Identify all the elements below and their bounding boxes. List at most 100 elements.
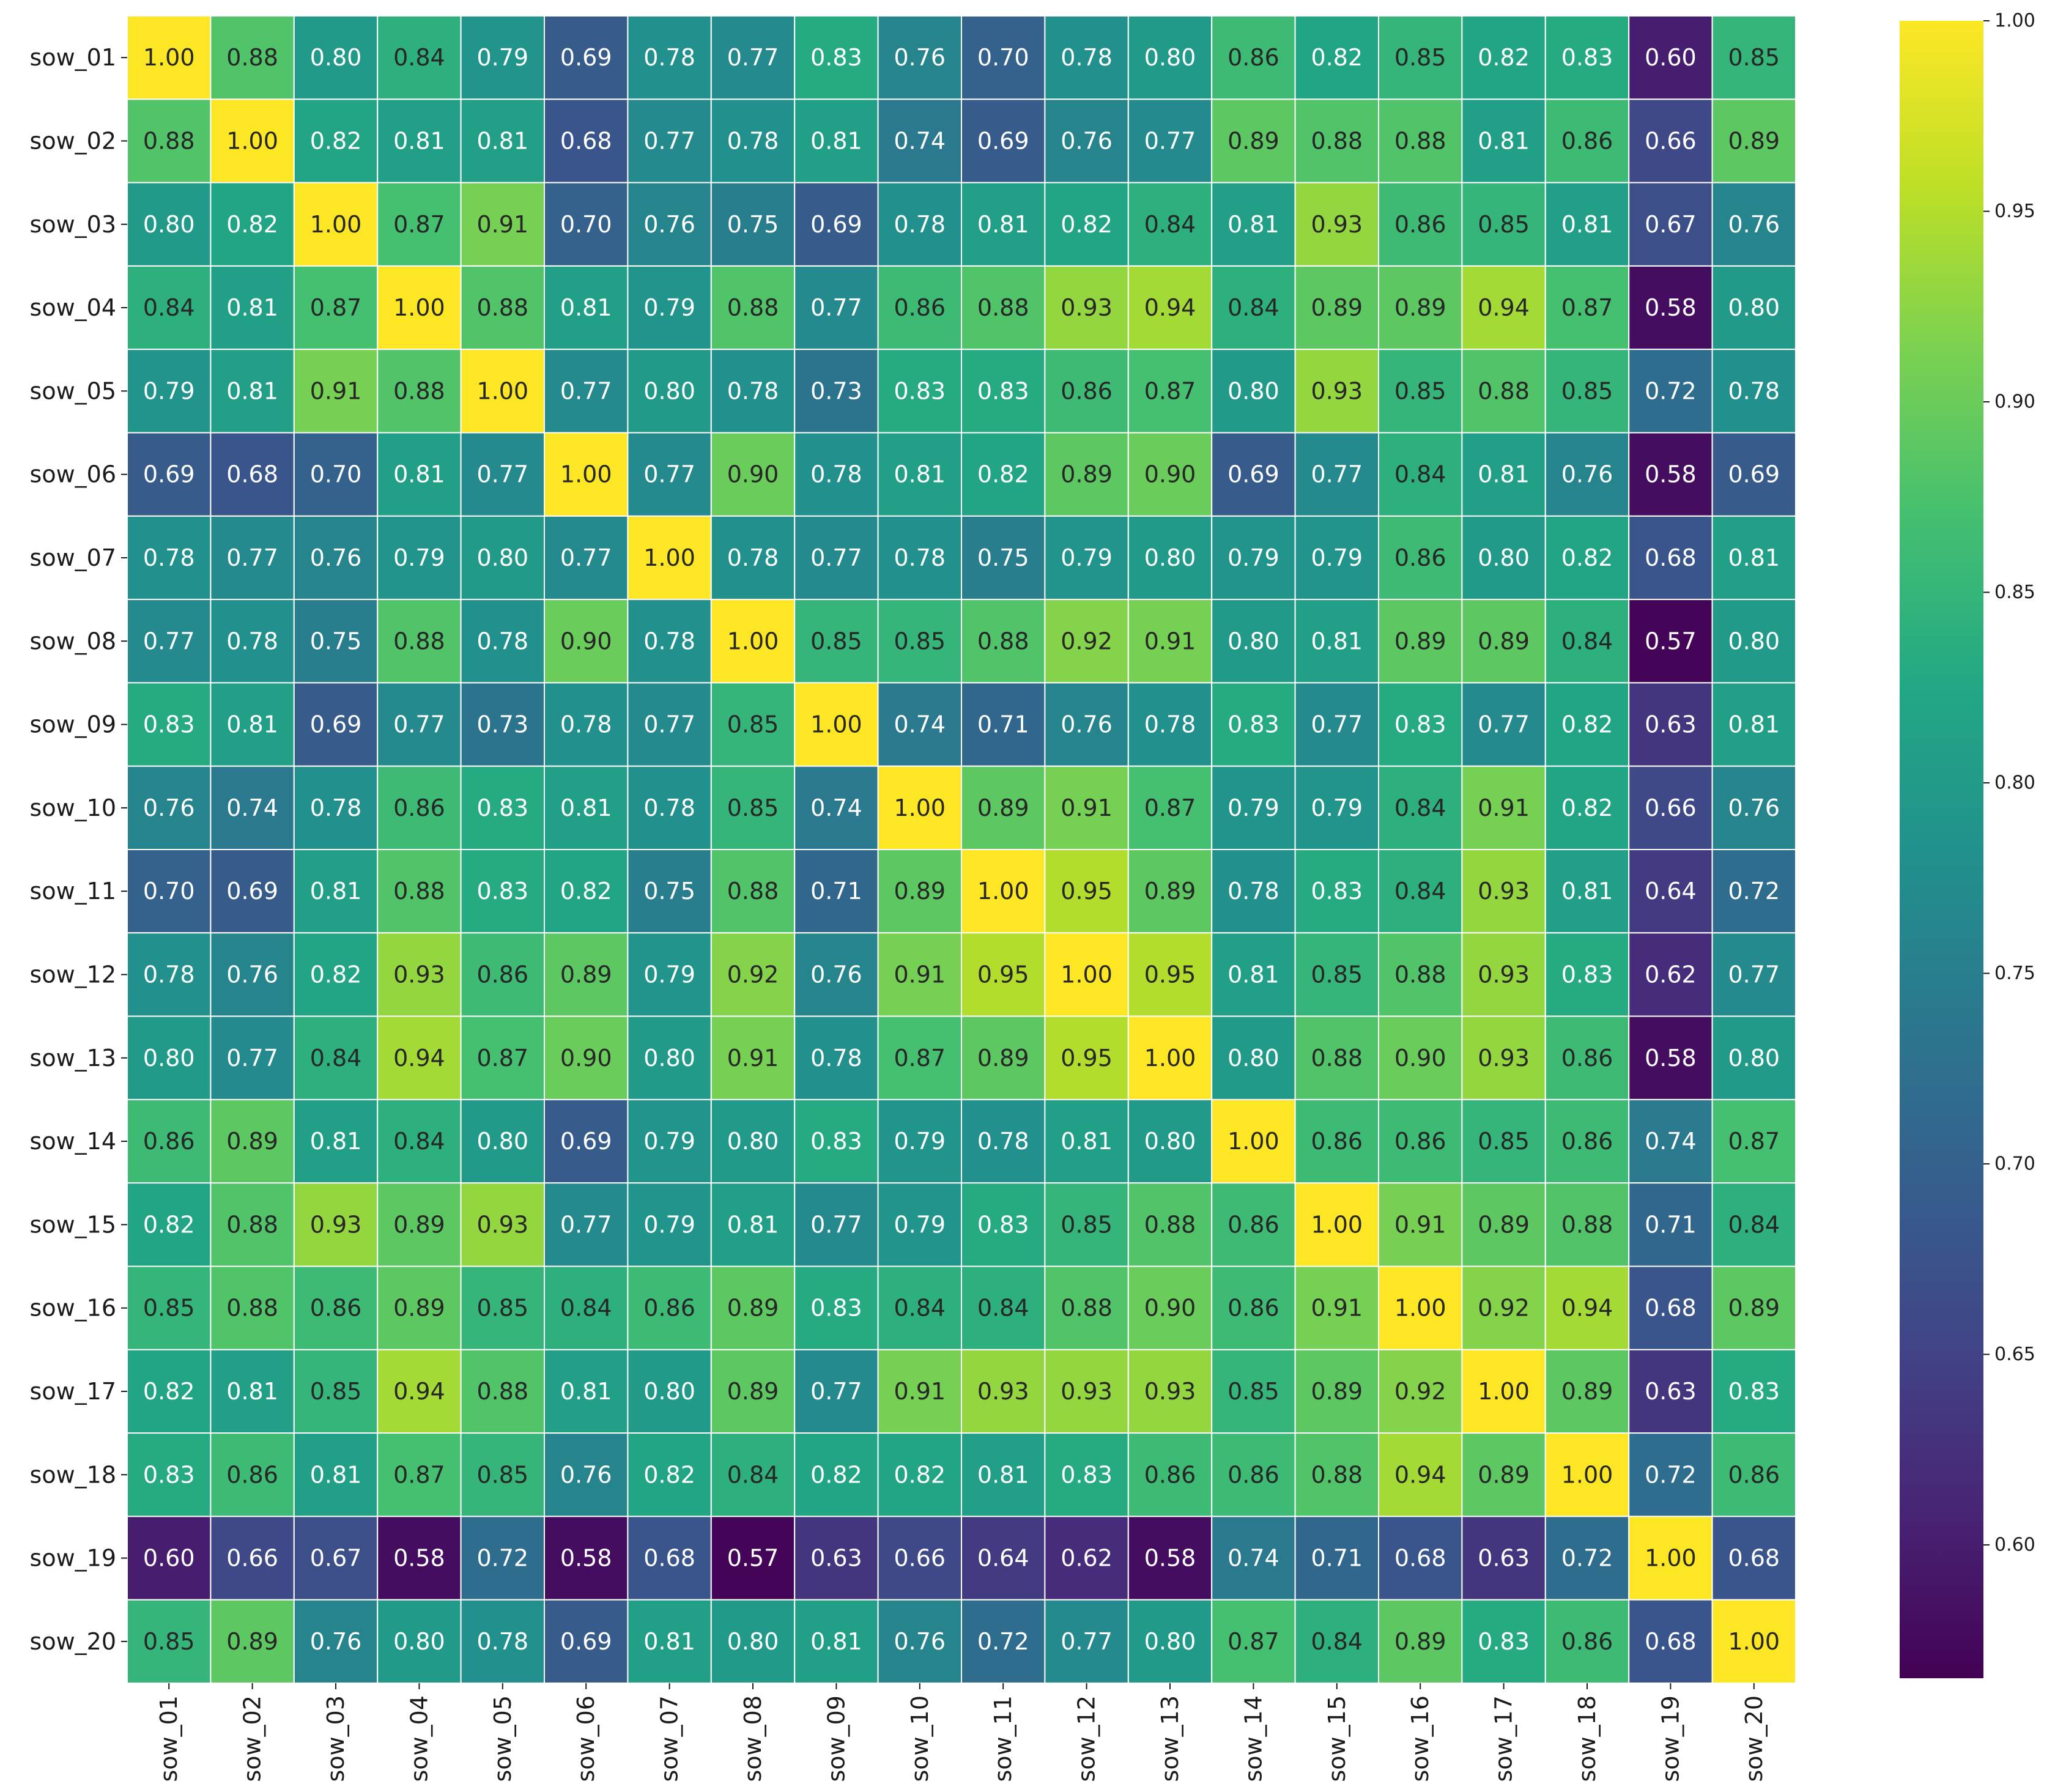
cell-value-label: 0.84 [1144,211,1196,238]
cell-value-label: 0.81 [310,878,362,905]
heatmap-cell-sow_10-sow_02 [210,765,295,850]
cell-value-label: 0.92 [1061,628,1113,654]
cell-value-label: 0.93 [1478,961,1530,988]
cell-value-label: 0.89 [560,961,612,988]
cell-value-label: 0.89 [1394,628,1446,654]
cell-value-label: 0.86 [1561,1045,1613,1072]
cell-value-label: 0.69 [560,1628,612,1655]
heatmap-cell-sow_16-sow_09 [794,1265,879,1350]
cell-value-label: 0.93 [1478,878,1530,905]
cell-value-label: 0.60 [1645,44,1697,71]
cell-value-label: 0.68 [226,461,278,488]
heatmap-cell-sow_15-sow_16 [1378,1182,1463,1267]
heatmap-cell-sow_04-sow_09 [794,265,879,350]
column-label-sow_03: sow_03 [322,1695,349,1782]
heatmap-cell-sow_15-sow_11 [961,1182,1046,1267]
heatmap-cell-sow_18-sow_15 [1294,1432,1380,1517]
heatmap-cell-sow_12-sow_05 [460,932,545,1017]
cell-value-label: 0.82 [894,1461,946,1488]
cell-value-label: 0.80 [393,1628,445,1655]
heatmap-cell-sow_05-sow_12 [1044,349,1129,434]
cell-value-label: 0.63 [810,1545,862,1572]
heatmap-cell-sow_14-sow_04 [377,1098,462,1184]
heatmap-cell-sow_11-sow_08 [710,849,796,934]
heatmap-cell-sow_16-sow_18 [1544,1265,1630,1350]
heatmap-cell-sow_01-sow_06 [544,15,629,100]
heatmap-cell-sow_11-sow_14 [1211,849,1296,934]
row-label-sow_05: sow_05 [30,377,116,404]
heatmap-cell-sow_02-sow_05 [460,98,545,183]
column-label-sow_13: sow_13 [1157,1695,1183,1782]
cell-value-label: 0.79 [393,544,445,571]
heatmap-cell-sow_03-sow_16 [1378,182,1463,267]
heatmap-cell-sow_10-sow_13 [1127,765,1213,850]
cell-value-label: 0.79 [643,1128,695,1155]
heatmap-cell-sow_03-sow_11 [961,182,1046,267]
heatmap-cell-sow_13-sow_20 [1711,1015,1797,1100]
cell-value-label: 0.82 [1561,794,1613,821]
row-label-sow_14: sow_14 [30,1128,116,1155]
heatmap-cell-sow_16-sow_16 [1378,1265,1463,1350]
cell-value-label: 0.85 [143,1628,195,1655]
cell-value-label: 0.85 [1728,44,1780,71]
cell-value-label: 0.72 [476,1545,528,1572]
cell-value-label: 0.87 [1144,377,1196,404]
heatmap-cell-sow_08-sow_09 [794,599,879,684]
heatmap-cell-sow_02-sow_02 [210,98,295,183]
heatmap-cell-sow_06-sow_20 [1711,432,1797,517]
heatmap-cell-sow_14-sow_03 [293,1098,379,1184]
heatmap-cell-sow_08-sow_03 [293,599,379,684]
cell-value-label: 0.77 [643,711,695,738]
cell-value-label: 0.76 [1061,127,1113,154]
cell-value-label: 0.87 [476,1045,528,1072]
heatmap-cell-sow_15-sow_06 [544,1182,629,1267]
cell-value-label: 0.86 [1227,1211,1279,1238]
cell-value-label: 0.93 [1061,294,1113,321]
cell-value-label: 0.57 [1645,628,1697,654]
cell-value-label: 0.88 [1311,127,1363,154]
cell-value-label: 0.93 [1061,1378,1113,1405]
cell-value-label: 0.94 [393,1378,445,1405]
colorbar-tick-label: 0.75 [1994,963,2035,984]
heatmap-cell-sow_08-sow_08 [710,599,796,684]
cell-value-label: 0.84 [310,1045,362,1072]
cell-value-label: 0.78 [1728,377,1780,404]
cell-value-label: 0.88 [1394,961,1446,988]
heatmap-cell-sow_12-sow_03 [293,932,379,1017]
heatmap-cell-sow_15-sow_05 [460,1182,545,1267]
heatmap-cell-sow_05-sow_20 [1711,349,1797,434]
heatmap-cell-sow_09-sow_19 [1628,682,1713,767]
heatmap-cell-sow_01-sow_10 [877,15,962,100]
heatmap-cell-sow_19-sow_20 [1711,1516,1797,1601]
heatmap-cell-sow_06-sow_07 [627,432,712,517]
cell-value-label: 1.00 [226,127,278,154]
heatmap-cell-sow_17-sow_02 [210,1349,295,1434]
cell-value-label: 0.81 [1227,961,1279,988]
cell-value-label: 0.78 [727,377,779,404]
cell-value-label: 0.88 [1061,1295,1113,1322]
cell-value-label: 0.84 [393,44,445,71]
cell-value-label: 0.70 [143,878,195,905]
cell-value-label: 0.78 [143,961,195,988]
cell-value-label: 0.77 [143,628,195,654]
cell-value-label: 0.82 [143,1378,195,1405]
heatmap-cell-sow_09-sow_03 [293,682,379,767]
heatmap-cell-sow_18-sow_03 [293,1432,379,1517]
heatmap-cell-sow_14-sow_01 [127,1098,212,1184]
colorbar-gradient [1900,21,1983,1678]
cell-value-label: 0.89 [1478,628,1530,654]
cell-value-label: 0.82 [226,211,278,238]
heatmap-cell-sow_10-sow_08 [710,765,796,850]
heatmap-cell-sow_15-sow_08 [710,1182,796,1267]
column-labels: sow_01 sow_02 sow_03 sow_04 sow_05 sow_06 sow_… [155,1683,1768,1782]
cell-value-label: 0.85 [1227,1378,1279,1405]
heatmap-cell-sow_17-sow_10 [877,1349,962,1434]
heatmap-cell-sow_10-sow_03 [293,765,379,850]
cell-value-label: 0.87 [393,211,445,238]
heatmap-cell-sow_08-sow_05 [460,599,545,684]
cell-value-label: 0.77 [1144,127,1196,154]
heatmap-cell-sow_20-sow_11 [961,1599,1046,1684]
cell-value-label: 0.87 [1728,1128,1780,1155]
cell-value-label: 0.91 [310,377,362,404]
heatmap-cell-sow_15-sow_19 [1628,1182,1713,1267]
